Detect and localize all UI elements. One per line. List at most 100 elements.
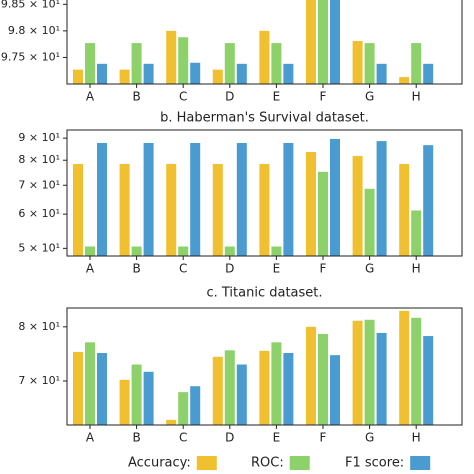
bar bbox=[178, 246, 189, 256]
bar bbox=[271, 43, 282, 84]
bar bbox=[190, 62, 201, 84]
bar bbox=[97, 352, 107, 425]
x-tick-label: F bbox=[320, 90, 327, 104]
bar bbox=[119, 379, 130, 425]
bar bbox=[318, 333, 328, 425]
x-tick-label: B bbox=[132, 262, 140, 276]
bar bbox=[376, 63, 387, 84]
bar bbox=[224, 350, 235, 425]
bar bbox=[85, 43, 95, 84]
bar bbox=[166, 30, 177, 84]
bar bbox=[131, 246, 142, 256]
axes-frame bbox=[66, 307, 463, 426]
bar bbox=[399, 310, 410, 425]
bar bbox=[271, 342, 282, 425]
bar bbox=[119, 69, 130, 84]
axes-frame bbox=[66, 129, 463, 257]
bar bbox=[131, 43, 142, 84]
bar bbox=[190, 143, 201, 256]
bar bbox=[423, 336, 434, 425]
legend-label: F1 score: bbox=[345, 456, 404, 471]
x-tick-label: H bbox=[412, 90, 421, 104]
bar bbox=[85, 342, 95, 425]
bar bbox=[212, 164, 223, 256]
y-tick-label: 9.75 × 10¹ bbox=[1, 50, 60, 63]
bar bbox=[376, 332, 387, 425]
bar bbox=[364, 43, 375, 84]
bar bbox=[73, 164, 83, 256]
x-tick-label: F bbox=[320, 262, 327, 276]
bar bbox=[97, 143, 107, 256]
y-tick-label: 5 × 10¹ bbox=[18, 241, 60, 254]
bar bbox=[178, 392, 189, 425]
bar bbox=[364, 319, 375, 425]
legend-swatch bbox=[196, 456, 217, 470]
bar bbox=[131, 364, 142, 425]
y-tick-label: 9 × 10¹ bbox=[18, 131, 60, 144]
bar bbox=[166, 164, 177, 256]
bar bbox=[119, 164, 130, 256]
bar bbox=[330, 355, 340, 425]
bar bbox=[97, 63, 107, 84]
x-tick-label: A bbox=[86, 431, 95, 445]
bar bbox=[306, 0, 316, 84]
bar bbox=[259, 30, 270, 84]
bar bbox=[330, 138, 340, 256]
y-tick-label: 9.85 × 10¹ bbox=[1, 0, 60, 10]
bar bbox=[236, 143, 247, 256]
bar bbox=[143, 371, 154, 425]
y-tick-label: 6 × 10¹ bbox=[18, 207, 60, 220]
bar bbox=[224, 246, 235, 256]
x-tick-label: G bbox=[365, 431, 374, 445]
bar bbox=[85, 246, 95, 256]
bar bbox=[411, 43, 422, 84]
bar bbox=[352, 40, 363, 84]
legend-label: ROC: bbox=[251, 456, 284, 471]
bar bbox=[283, 63, 294, 84]
bar bbox=[423, 145, 434, 256]
plot bbox=[73, 138, 434, 256]
x-tick-label: B bbox=[132, 431, 140, 445]
bar bbox=[212, 356, 223, 425]
x-tick-label: D bbox=[225, 431, 234, 445]
y-tick-label: 7 × 10¹ bbox=[18, 374, 60, 387]
x-tick-label: D bbox=[225, 90, 234, 104]
bar bbox=[318, 171, 328, 256]
bar bbox=[259, 164, 270, 256]
bar bbox=[423, 63, 434, 84]
bar bbox=[283, 143, 294, 256]
caption: c. Titanic dataset. bbox=[206, 286, 322, 301]
bar bbox=[318, 0, 328, 84]
plot bbox=[73, 0, 434, 84]
x-tick-label: C bbox=[179, 431, 187, 445]
x-tick-label: G bbox=[365, 262, 374, 276]
bar bbox=[306, 151, 316, 256]
bar bbox=[143, 143, 154, 256]
bar bbox=[143, 63, 154, 84]
plot bbox=[73, 310, 434, 425]
y-tick-label: 8 × 10¹ bbox=[18, 320, 60, 333]
x-tick-label: C bbox=[179, 90, 187, 104]
bar bbox=[271, 246, 282, 256]
bar bbox=[364, 188, 375, 256]
bar bbox=[330, 0, 340, 84]
x-tick-label: G bbox=[365, 90, 374, 104]
x-tick-label: A bbox=[86, 90, 95, 104]
legend-swatch bbox=[410, 456, 431, 470]
bar bbox=[166, 419, 177, 425]
x-tick-label: C bbox=[179, 262, 187, 276]
bar bbox=[212, 69, 223, 84]
x-tick-label: F bbox=[320, 431, 327, 445]
bar bbox=[411, 317, 422, 425]
bar bbox=[283, 352, 294, 425]
bar bbox=[190, 386, 201, 425]
bar bbox=[306, 326, 316, 425]
x-tick-label: D bbox=[225, 262, 234, 276]
bar bbox=[352, 156, 363, 256]
caption: b. Haberman's Survival dataset. bbox=[160, 111, 369, 126]
bar bbox=[178, 37, 189, 84]
legend-label: Accuracy: bbox=[128, 456, 191, 471]
bar bbox=[259, 350, 270, 425]
bar bbox=[73, 69, 83, 84]
